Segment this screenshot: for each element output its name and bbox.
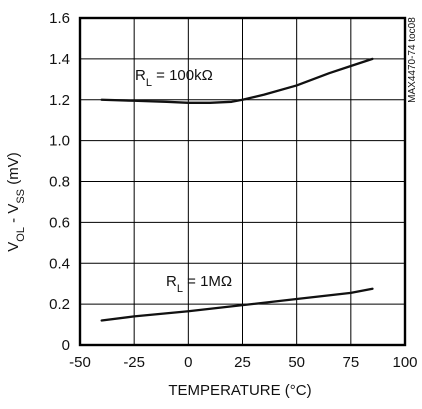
x-tick-label: 25 [234, 354, 251, 371]
side-label: MAX4470-74 toc08 [407, 17, 418, 103]
annotations: RL = 100kΩ RL = 1MΩ [135, 67, 232, 295]
x-axis-label: TEMPERATURE (°C) [168, 382, 311, 399]
x-tick-label: 75 [342, 354, 359, 371]
plot-frame [78, 16, 407, 347]
x-tick-label: 0 [184, 354, 192, 371]
x-tick-label: -50 [69, 354, 91, 371]
y-tick-label: 0.6 [49, 214, 70, 231]
y-tick-label: 0.8 [49, 174, 70, 191]
y-axis-label: VOL - VSS (mV) [5, 152, 27, 251]
tick-labels: -50 -25 0 25 50 75 100 0 0.2 0.4 0.6 0.8 1.0 1.2 1.4 1.… [49, 10, 417, 371]
y-tick-label: 1.4 [49, 51, 70, 68]
series-rl-100k-label: RL = 100kΩ [135, 67, 213, 89]
y-tick-label: 0.2 [49, 296, 70, 313]
series-rl-1m-label: RL = 1MΩ [166, 273, 232, 295]
x-tick-label: -25 [123, 354, 145, 371]
grid [80, 18, 405, 345]
y-tick-label: 0 [62, 337, 70, 354]
axes [78, 16, 407, 347]
series-rl-100k-line [100, 57, 374, 104]
y-tick-label: 1.2 [49, 92, 70, 109]
data-series [100, 57, 374, 322]
x-tick-label: 50 [288, 354, 305, 371]
y-tick-label: 1.0 [49, 133, 70, 150]
y-tick-label: 1.6 [49, 10, 70, 27]
series-rl-1m-line [100, 287, 374, 322]
y-tick-label: 0.4 [49, 255, 70, 272]
x-tick-label: 100 [392, 354, 417, 371]
